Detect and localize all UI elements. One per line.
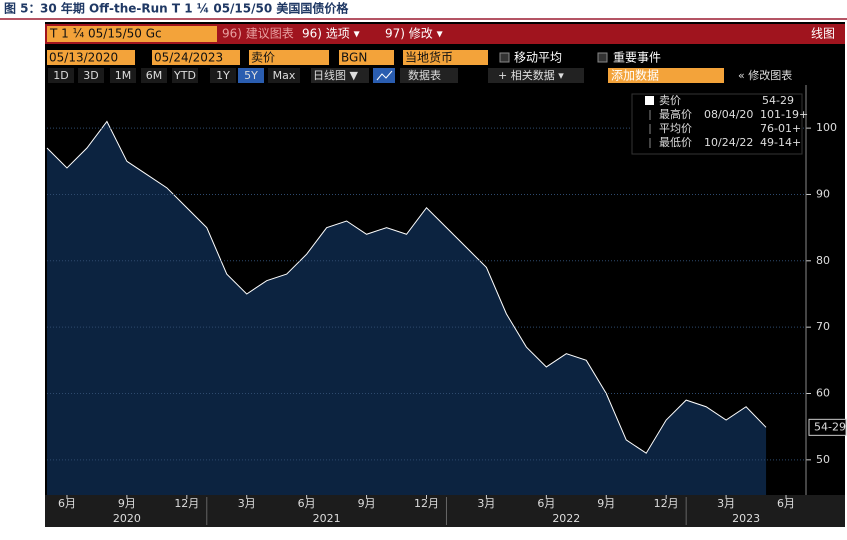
x-tick-label: 6月 [298, 497, 316, 510]
period-label: 1D [53, 69, 68, 82]
legend-box [631, 93, 803, 155]
price-tag-label: 54-29 [814, 420, 846, 433]
x-tick-label: 9月 [597, 497, 615, 510]
stat-label: 最高价 [659, 107, 692, 121]
period-button[interactable] [172, 68, 198, 83]
year-label: 2023 [732, 512, 760, 525]
period-button[interactable] [141, 68, 167, 83]
year-label: 2022 [552, 512, 580, 525]
x-tick-label: 6月 [58, 497, 76, 510]
y-tick-label: 50 [816, 453, 830, 466]
ticker-input[interactable] [47, 26, 217, 42]
period-button[interactable] [110, 68, 136, 83]
price-line [46, 120, 767, 454]
source: BGN [341, 51, 367, 65]
source-input[interactable] [339, 50, 394, 65]
y-tick-label: 60 [816, 386, 830, 399]
stat-date: 10/24/22 [704, 136, 753, 149]
period-button[interactable] [210, 68, 236, 83]
period-label: 1Y [216, 69, 230, 82]
table-button[interactable] [400, 68, 458, 83]
stat-label: 最低价 [659, 136, 692, 149]
suggest-button[interactable]: 96) 建议图表 [222, 27, 294, 41]
x-tick-label: 9月 [358, 497, 376, 510]
year-label: 2021 [313, 512, 341, 525]
y-tick-label: 70 [816, 320, 830, 333]
checkbox[interactable] [499, 52, 510, 63]
x-tick-label: 3月 [238, 497, 256, 510]
x-tick-label: 6月 [777, 497, 795, 510]
currency-input[interactable] [403, 50, 488, 65]
frequency: 日线图 ▼ [313, 68, 358, 82]
period-label: 1M [115, 69, 132, 82]
start-date: 05/13/2020 [49, 51, 118, 65]
y-tick-label: 100 [816, 121, 837, 134]
y-tick-label: 80 [816, 254, 830, 267]
period-button[interactable] [48, 68, 74, 83]
moving-average[interactable]: 移动平均 [514, 51, 562, 65]
add-data-input[interactable] [608, 68, 724, 83]
stat-value: 49-14+ [760, 136, 801, 149]
x-tick-label: 9月 [118, 497, 136, 510]
title-bar [45, 24, 845, 44]
add-data: 添加数据 [611, 68, 659, 83]
table: 数据表 [408, 68, 441, 82]
end-date-input[interactable] [152, 50, 240, 65]
stat-value: 101-19+ [760, 108, 808, 121]
period-button[interactable] [78, 68, 104, 83]
period-label: Max [273, 69, 296, 82]
checkbox[interactable] [597, 52, 608, 63]
frequency-button[interactable] [311, 68, 369, 83]
period-button[interactable] [268, 68, 300, 83]
stat-value: 76-01+ [760, 122, 801, 135]
edit-button[interactable]: 97) 修改 ▾ [385, 26, 443, 41]
currency: 当地货币 [405, 50, 453, 65]
events[interactable]: 重要事件 [613, 51, 661, 65]
field: 卖价 [251, 51, 275, 65]
field-input[interactable] [249, 50, 329, 65]
period-label: 5Y [244, 69, 258, 82]
x-tick-label: 12月 [414, 497, 439, 510]
year-label: 2020 [113, 512, 141, 525]
stat-date: 08/04/20 [704, 108, 753, 121]
related-button[interactable] [488, 68, 584, 83]
chart-kind: 线图 [811, 27, 835, 41]
ticker: T 1 ¼ 05/15/50 Gc [49, 27, 162, 41]
price-area [47, 121, 767, 495]
end-date: 05/24/2023 [154, 51, 223, 65]
x-tick-label: 3月 [717, 497, 735, 510]
legend-swatch [645, 96, 654, 105]
related: + 相关数据 ▾ [498, 68, 564, 82]
period-label: 3D [83, 69, 98, 82]
period-label: YTD [173, 69, 196, 82]
x-tick-label: 12月 [654, 497, 679, 510]
y-tick-label: 90 [816, 187, 830, 200]
x-tick-label: 3月 [477, 497, 495, 510]
caption-title: 30 年期 Off-the-Run T 1 ¼ 05/15/50 美国国债价格 [40, 1, 349, 16]
start-date-input[interactable] [47, 50, 135, 65]
legend-value: 54-29 [762, 94, 794, 107]
x-axis-band [45, 495, 845, 527]
x-tick-label: 12月 [174, 497, 199, 510]
period-label: 6M [146, 69, 163, 82]
legend-name: 卖价 [659, 94, 681, 107]
line-icon-glyph [376, 70, 393, 81]
price-tag [808, 418, 847, 436]
caption-label: 图 5： [4, 2, 41, 16]
period-button[interactable] [238, 68, 264, 83]
options-button[interactable]: 96) 选项 ▾ [302, 27, 360, 41]
modify-chart[interactable]: « 修改图表 [738, 68, 792, 82]
x-tick-label: 6月 [537, 497, 555, 510]
stat-label: 平均价 [659, 122, 692, 135]
